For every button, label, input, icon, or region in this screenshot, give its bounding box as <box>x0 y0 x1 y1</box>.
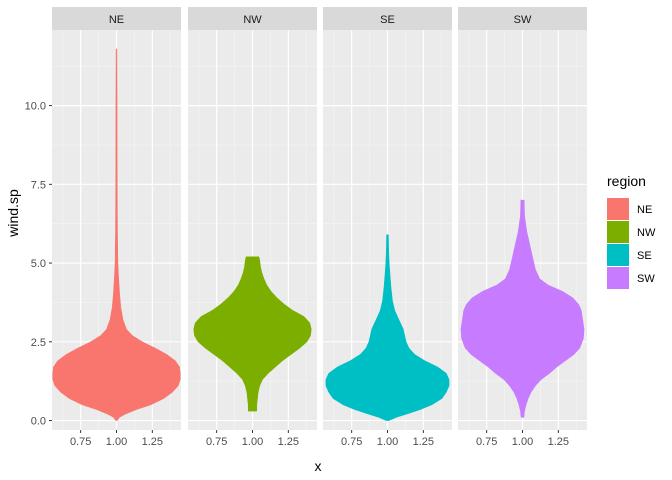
y-tick-label: 5.0 <box>31 258 46 270</box>
x-tick-label: 0.75 <box>206 436 227 448</box>
violin-sw <box>460 199 585 418</box>
legend-swatch <box>607 267 629 289</box>
legend-swatch <box>607 244 629 266</box>
y-tick-label: 2.5 <box>31 337 46 349</box>
x-tick-label: 1.25 <box>278 436 299 448</box>
facet-panel-nw: NW 0.75 1.00 1.25 <box>188 7 317 448</box>
x-tick-label: 0.75 <box>70 436 91 448</box>
violin-nw <box>193 256 312 412</box>
facet-panel-ne: NE 0.75 1.00 1.25 <box>52 7 181 448</box>
y-tick-label: 0.0 <box>31 416 46 428</box>
x-tick-label: 1.00 <box>242 436 263 448</box>
violin-ne <box>52 48 181 421</box>
x-tick-label: 1.00 <box>106 436 127 448</box>
legend-swatch <box>607 198 629 220</box>
facet-strip <box>458 7 587 30</box>
x-tick-label: 1.25 <box>548 436 569 448</box>
legend-label: NW <box>637 227 656 239</box>
legend-item-sw: SW <box>607 267 655 289</box>
x-tick-label: 1.00 <box>377 436 398 448</box>
facet-panel-sw: SW 0.75 1.00 1.25 <box>458 7 587 448</box>
facet-strip-label: SW <box>514 14 532 26</box>
legend-item-ne: NE <box>607 198 652 220</box>
x-axis-title: x <box>315 458 322 474</box>
x-tick-label: 0.75 <box>476 436 497 448</box>
legend-label: NE <box>637 204 652 216</box>
violin-se <box>325 234 450 421</box>
legend-label: SE <box>637 250 652 262</box>
legend-title: region <box>607 173 646 189</box>
facet-strip <box>188 7 317 30</box>
facet-strip-label: SE <box>380 14 395 26</box>
facet-panels: NE 0.75 1.00 1.25 NW 0.75 1.00 1.25 SE 0.75 1.00 1.… <box>52 7 587 448</box>
y-tick-label: 10.0 <box>25 101 46 113</box>
x-tick-label: 1.25 <box>142 436 163 448</box>
y-axis-title: wind.sp <box>5 189 21 238</box>
legend: region NE NW SE SW <box>607 173 656 289</box>
legend-swatch <box>607 221 629 243</box>
x-tick-label: 0.75 <box>341 436 362 448</box>
legend-label: SW <box>637 273 655 285</box>
facet-panel-se: SE 0.75 1.00 1.25 <box>323 7 452 448</box>
facet-strip <box>323 7 452 30</box>
x-tick-label: 1.00 <box>512 436 533 448</box>
facet-strip-label: NW <box>243 14 262 26</box>
y-tick-label: 7.5 <box>31 179 46 191</box>
y-axis: 0.0 2.5 5.0 7.5 10.0 <box>25 101 52 428</box>
legend-item-se: SE <box>607 244 652 266</box>
legend-item-nw: NW <box>607 221 656 243</box>
facet-strip <box>52 7 181 30</box>
facet-strip-label: NE <box>109 14 124 26</box>
x-tick-label: 1.25 <box>413 436 434 448</box>
